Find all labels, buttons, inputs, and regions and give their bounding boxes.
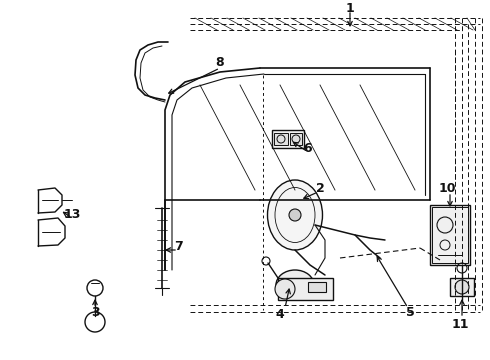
Ellipse shape [276,270,314,300]
Bar [290,133,302,145]
Text: 5: 5 [406,306,415,319]
Text: 3: 3 [91,306,99,319]
Text: 8: 8 [216,55,224,68]
Bar [432,207,468,263]
Bar [274,133,288,145]
Text: 7: 7 [173,240,182,253]
Text: 2: 2 [316,181,324,194]
Text: 6: 6 [304,141,312,154]
Text: 11: 11 [451,319,469,332]
Text: 1: 1 [345,1,354,14]
Text: 4: 4 [275,309,284,321]
Circle shape [455,280,469,294]
Bar [450,278,474,296]
Circle shape [289,209,301,221]
Ellipse shape [268,180,322,250]
Bar [278,278,333,300]
Bar [308,282,326,292]
Bar [430,205,470,265]
Text: 10: 10 [438,181,456,194]
Bar [272,130,304,148]
Circle shape [275,279,295,299]
Text: 13: 13 [63,208,81,221]
